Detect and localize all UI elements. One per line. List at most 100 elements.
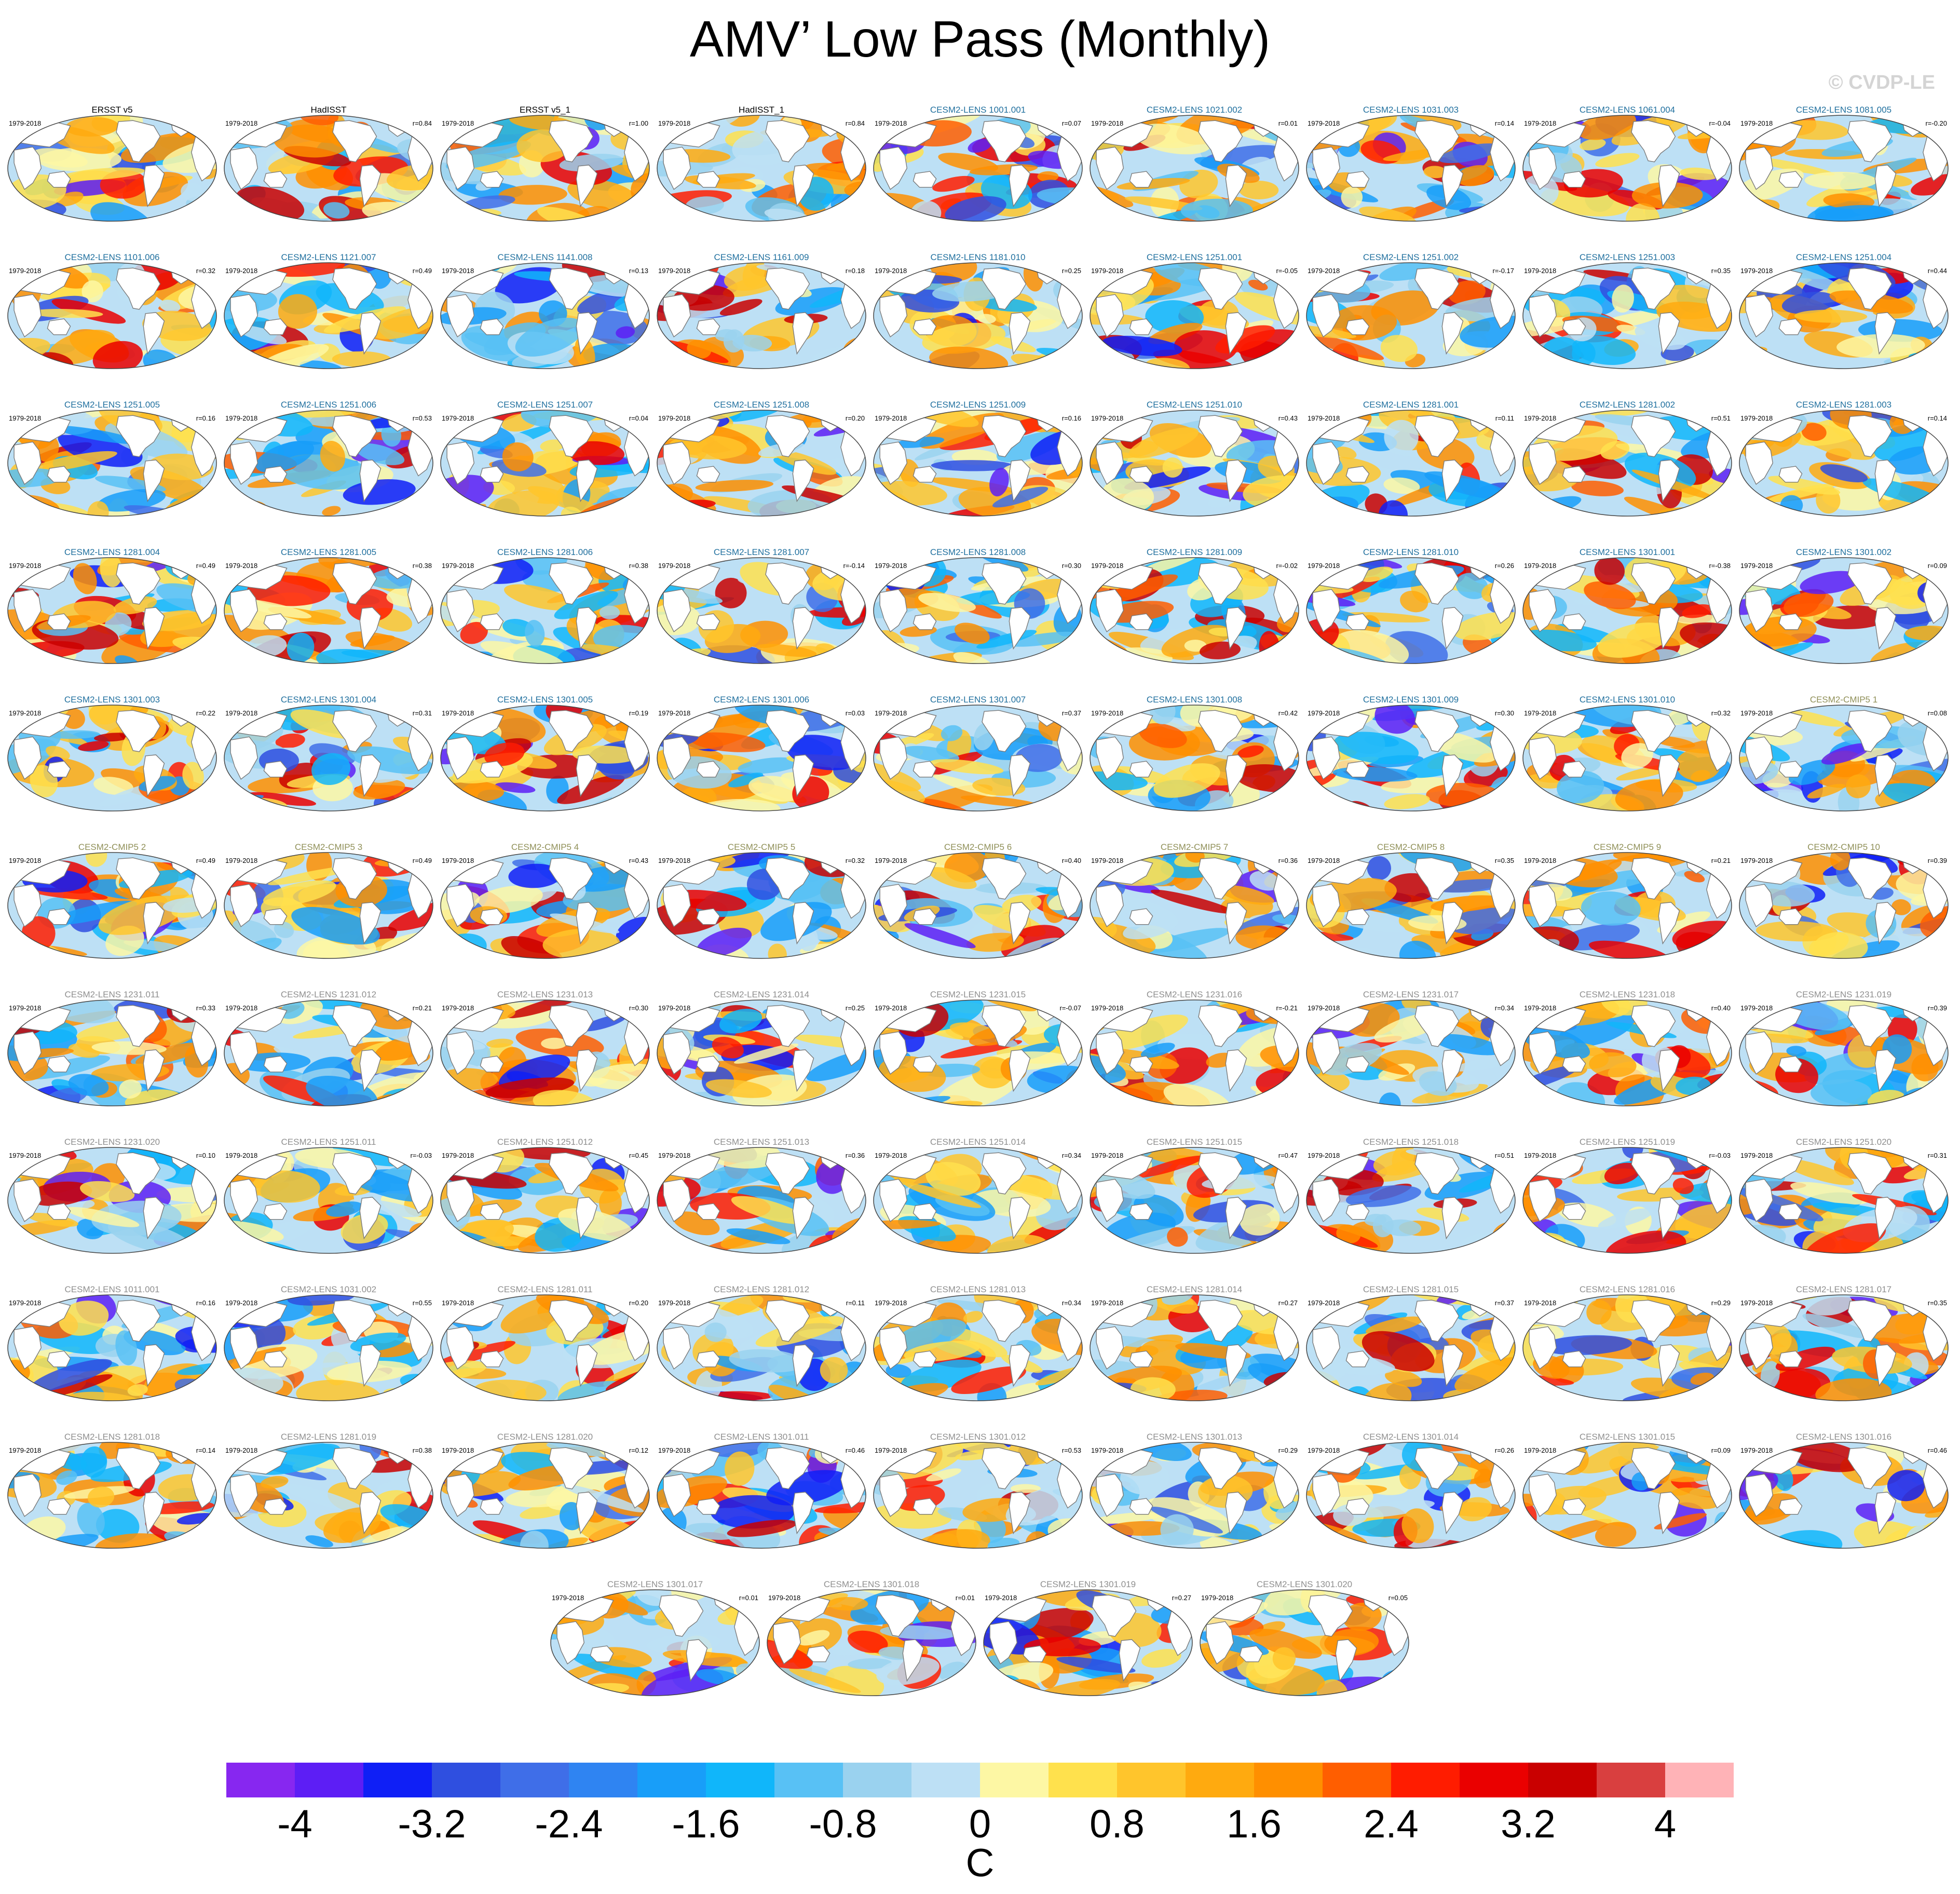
land-mass [576,1049,598,1092]
land-mass [659,1594,704,1637]
anomaly-patch [932,175,975,192]
land-mass [230,1473,258,1517]
land-mass [1874,459,1897,503]
anomaly-patch [1760,1361,1780,1389]
anomaly-patch [305,1535,333,1548]
anomaly-patch [1814,932,1868,958]
land-mass [332,1152,377,1195]
anomaly-patch [767,1636,813,1669]
panel-correlation: r=0.25 [1062,267,1081,275]
land-mass [47,613,71,630]
anomaly-patch [1932,1455,1948,1468]
panel-period: 1979-2018 [9,1446,41,1454]
panel-title: CESM2-LENS 1301.018 [824,1579,919,1589]
map-outline [440,557,650,664]
anomaly-patch [1163,1084,1231,1106]
land-mass [590,1645,614,1662]
map-outline [1739,999,1949,1106]
anomaly-patch [68,1391,142,1401]
land-mass [765,120,810,163]
land-mass [1225,754,1247,797]
map-outline [1739,262,1949,369]
panel-correlation: r=0.44 [1928,267,1947,275]
anomaly-patch [520,1531,549,1548]
anomaly-patch [311,753,351,786]
anomaly-patch [724,265,775,291]
panel-period: 1979-2018 [442,119,474,127]
anomaly-patch [1090,509,1139,516]
anomaly-patch [657,641,686,664]
panel-title: CESM2-LENS 1011.001 [64,1284,159,1294]
panel-period: 1979-2018 [1524,1299,1556,1307]
anomaly-patch [849,1381,866,1397]
map-outline [1090,1294,1299,1401]
map-outline [657,557,866,664]
colorbar-tick-label: -3.2 [398,1802,466,1846]
panel-title: CESM2-LENS 1301.015 [1580,1432,1675,1442]
panel-period: 1979-2018 [442,1152,474,1159]
map-outline [1522,115,1732,222]
anomaly-patch [442,504,486,516]
anomaly-patch [343,479,416,505]
land-mass [1345,466,1370,483]
map-outline [1090,262,1299,369]
panel-period: 1979-2018 [658,1004,690,1012]
land-mass [446,1326,475,1370]
panel-period: 1979-2018 [658,562,690,570]
panel-correlation: r=0.37 [1062,709,1081,717]
anomaly-patch [1196,1375,1278,1401]
panel-correlation: r=0.36 [846,1152,865,1159]
panel-period: 1979-2018 [9,1004,41,1012]
panel-correlation: r=0.39 [1928,1004,1947,1012]
land-mass [332,267,377,310]
colorbar-box [1528,1763,1597,1797]
panel-period: 1979-2018 [225,267,257,275]
anomaly-patch [954,623,990,644]
anomaly-patch [1383,477,1420,494]
panel-title: CESM2-LENS 1301.020 [1257,1579,1352,1589]
panel-period: 1979-2018 [9,1152,41,1159]
anomaly-patch [1805,1295,1853,1316]
panel-title: HadISST [311,105,347,115]
land-mass [1312,736,1341,780]
colorbar-tick-label: 1.6 [1227,1802,1282,1846]
panel-title: CESM2-LENS 1251.015 [1147,1137,1242,1147]
panel-period: 1979-2018 [442,1299,474,1307]
land-mass [1225,1492,1247,1535]
panel-correlation: r=0.12 [629,1446,648,1454]
land-mass [1529,1179,1557,1222]
panel-title: CESM2-LENS 1301.014 [1363,1432,1459,1442]
anomaly-patch [86,853,107,867]
panel-correlation: r=0.51 [1711,414,1731,422]
anomaly-patch [322,506,341,516]
panel-period: 1979-2018 [1091,1152,1123,1159]
anomaly-patch [806,1049,866,1081]
anomaly-patch [960,795,1039,807]
map-outline [873,1442,1083,1549]
anomaly-patch [224,948,263,958]
panel-title: CESM2-LENS 1181.010 [930,252,1025,262]
land-mass [549,267,594,310]
land-mass [230,1031,258,1075]
anomaly-patch [1140,1043,1175,1058]
anomaly-patch [1846,774,1871,799]
land-mass [1129,613,1153,630]
land-mass [1129,1498,1153,1515]
land-mass [1441,312,1464,355]
anomaly-patch [1781,291,1836,314]
land-mass [879,736,908,780]
land-mass [696,171,720,188]
panel-period: 1979-2018 [875,1299,907,1307]
anomaly-patch [1341,186,1363,208]
